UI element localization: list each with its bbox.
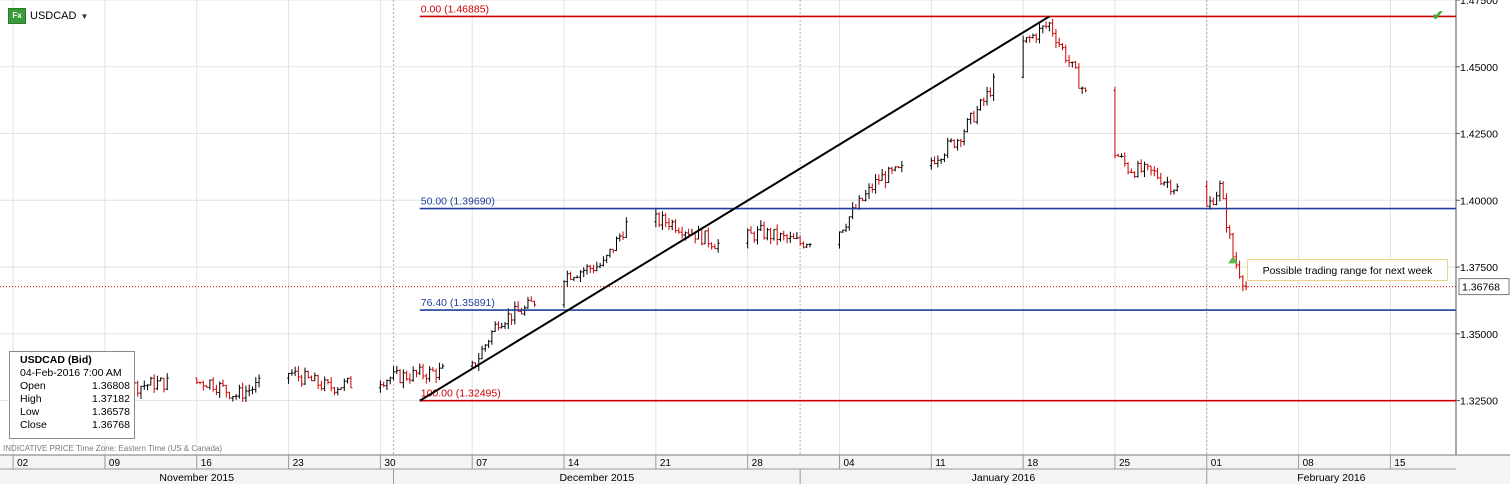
caret-down-icon[interactable]: ▼ [80,11,89,21]
info-value: 1.36808 [92,380,130,392]
fx-icon: Fx [8,8,26,24]
fib-level-label: 100.00 (1.32495) [421,388,501,400]
x-tick-label: 16 [201,458,213,469]
info-row-open: Open 1.36808 [20,380,130,393]
x-tick-label: 18 [1027,458,1039,469]
y-tick-label: 1.37500 [1460,262,1498,274]
x-tick-label: 01 [1211,458,1223,469]
checkmark-icon: ✔ [1432,7,1444,23]
y-tick-label: 1.42500 [1460,129,1498,141]
x-tick-label: 23 [293,458,305,469]
info-label: Low [20,406,40,418]
info-value: 1.37182 [92,393,130,405]
month-label: February 2016 [1297,472,1365,484]
last-price-tag [1458,278,1510,296]
symbol-selector[interactable]: Fx USDCAD ▼ [8,8,88,24]
info-label: High [20,393,42,405]
x-tick-label: 11 [935,458,946,469]
y-tick-label: 1.45000 [1460,62,1498,74]
x-tick-label: 21 [660,458,672,469]
fib-level-label: 50.00 (1.39690) [421,196,495,208]
timezone-note: INDICATIVE PRICE Time Zone: Eastern Time… [3,444,223,453]
y-tick-label: 1.40000 [1460,195,1498,207]
y-tick-label: 1.32500 [1460,396,1498,408]
month-label: November 2015 [159,472,234,484]
x-tick-label: 04 [843,458,855,469]
x-tick-label: 09 [109,458,121,469]
info-value: 1.36768 [92,419,130,431]
signal-marker [1228,256,1239,264]
x-tick-label: 28 [752,458,764,469]
x-tick-label: 07 [476,458,488,469]
info-row-high: High 1.37182 [20,393,130,406]
month-label: January 2016 [972,472,1036,484]
x-tick-label: 15 [1394,458,1406,469]
x-tick-label: 14 [568,458,580,469]
symbol-label: USDCAD [30,10,77,22]
month-label: December 2015 [559,472,634,484]
info-label: Close [20,419,47,431]
info-row-close: Close 1.36768 [20,419,130,432]
annotation-box: Possible trading range for next week [1247,259,1448,281]
fib-level-label: 0.00 (1.46885) [421,3,489,15]
x-tick-label: 30 [384,458,396,469]
trend-line[interactable] [419,15,1050,402]
info-title: USDCAD (Bid) [20,354,92,366]
x-tick-label: 08 [1303,458,1315,469]
x-tick-label: 02 [17,458,29,469]
last-price-tag-label: 1.36768 [1462,282,1500,294]
y-tick-label: 1.35000 [1460,329,1498,341]
info-date: 04-Feb-2016 7:00 AM [20,367,122,379]
info-row-low: Low 1.36578 [20,406,130,419]
info-label: Open [20,380,46,392]
y-tick-label: 1.47500 [1460,0,1498,7]
y-axis-panel [1456,0,1510,455]
info-value: 1.36578 [92,406,130,418]
x-tick-label: 25 [1119,458,1131,469]
ohlc-info-panel: USDCAD (Bid) 04-Feb-2016 7:00 AM Open 1.… [9,351,135,439]
fib-level-label: 76.40 (1.35891) [421,297,495,309]
